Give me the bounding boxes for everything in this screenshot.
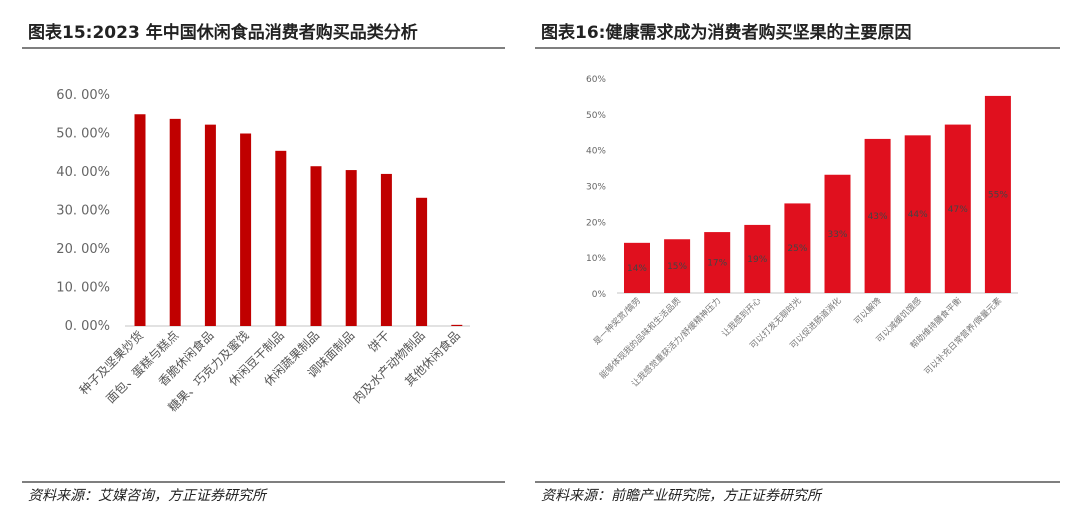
bar [744, 224, 771, 293]
bar [664, 239, 691, 293]
data-label: 14% [627, 264, 647, 274]
y-tick-label: 60% [586, 75, 606, 85]
x-tick-label: 可以补充日常营养/微量元素 [922, 295, 1004, 377]
x-tick-label: 可以解馋 [852, 295, 884, 327]
data-label: 43% [868, 212, 888, 222]
x-tick-label: 让我感到开心 [720, 295, 764, 339]
bar [204, 124, 216, 327]
bar [864, 138, 891, 293]
y-tick-label: 60. 00% [56, 88, 110, 103]
data-label: 44% [908, 210, 928, 220]
y-tick-label: 0. 00% [65, 319, 110, 334]
y-tick-label: 20% [586, 218, 606, 228]
data-label: 19% [747, 255, 767, 265]
y-tick-label: 40% [586, 147, 606, 157]
bar [704, 232, 731, 293]
data-label: 15% [667, 262, 687, 272]
y-tick-label: 50% [586, 111, 606, 121]
bar [275, 150, 287, 326]
bar [904, 135, 931, 293]
data-label: 25% [787, 244, 807, 254]
chart-title: 图表15:2023 年中国休闲食品消费者购买品类分析 [28, 22, 418, 43]
y-tick-label: 20. 00% [56, 242, 110, 257]
bar [310, 166, 322, 326]
x-tick-label: 饼干 [366, 328, 393, 355]
bar [784, 203, 811, 293]
y-tick-label: 0% [592, 290, 607, 300]
bar [451, 324, 463, 326]
data-label: 55% [988, 190, 1008, 200]
data-label: 47% [948, 205, 968, 215]
y-tick-label: 10% [586, 254, 606, 264]
y-tick-label: 30. 00% [56, 204, 110, 219]
y-tick-label: 50. 00% [56, 127, 110, 142]
bar [416, 197, 428, 326]
y-tick-label: 10. 00% [56, 281, 110, 296]
data-label: 33% [827, 230, 847, 240]
bar [824, 174, 851, 293]
x-tick-label: 种子及坚果炒货 [76, 328, 146, 398]
y-tick-label: 40. 00% [56, 165, 110, 180]
y-tick-label: 30% [586, 183, 606, 193]
bar [169, 118, 181, 327]
bar [944, 124, 971, 293]
x-tick-label: 能够体现我的品味和生活品质 [597, 295, 683, 381]
bar [624, 242, 650, 293]
chart-source: 资料来源：前瞻产业研究院，方正证券研究所 [541, 488, 823, 504]
bar [240, 133, 252, 326]
data-label: 17% [707, 259, 727, 269]
chart-title: 图表16:健康需求成为消费者购买坚果的主要原因 [541, 22, 911, 43]
chart-source: 资料来源：艾媒咨询，方正证券研究所 [28, 488, 268, 504]
bar [345, 170, 357, 326]
bar [380, 173, 392, 326]
bar [134, 114, 146, 326]
bar [984, 95, 1011, 294]
